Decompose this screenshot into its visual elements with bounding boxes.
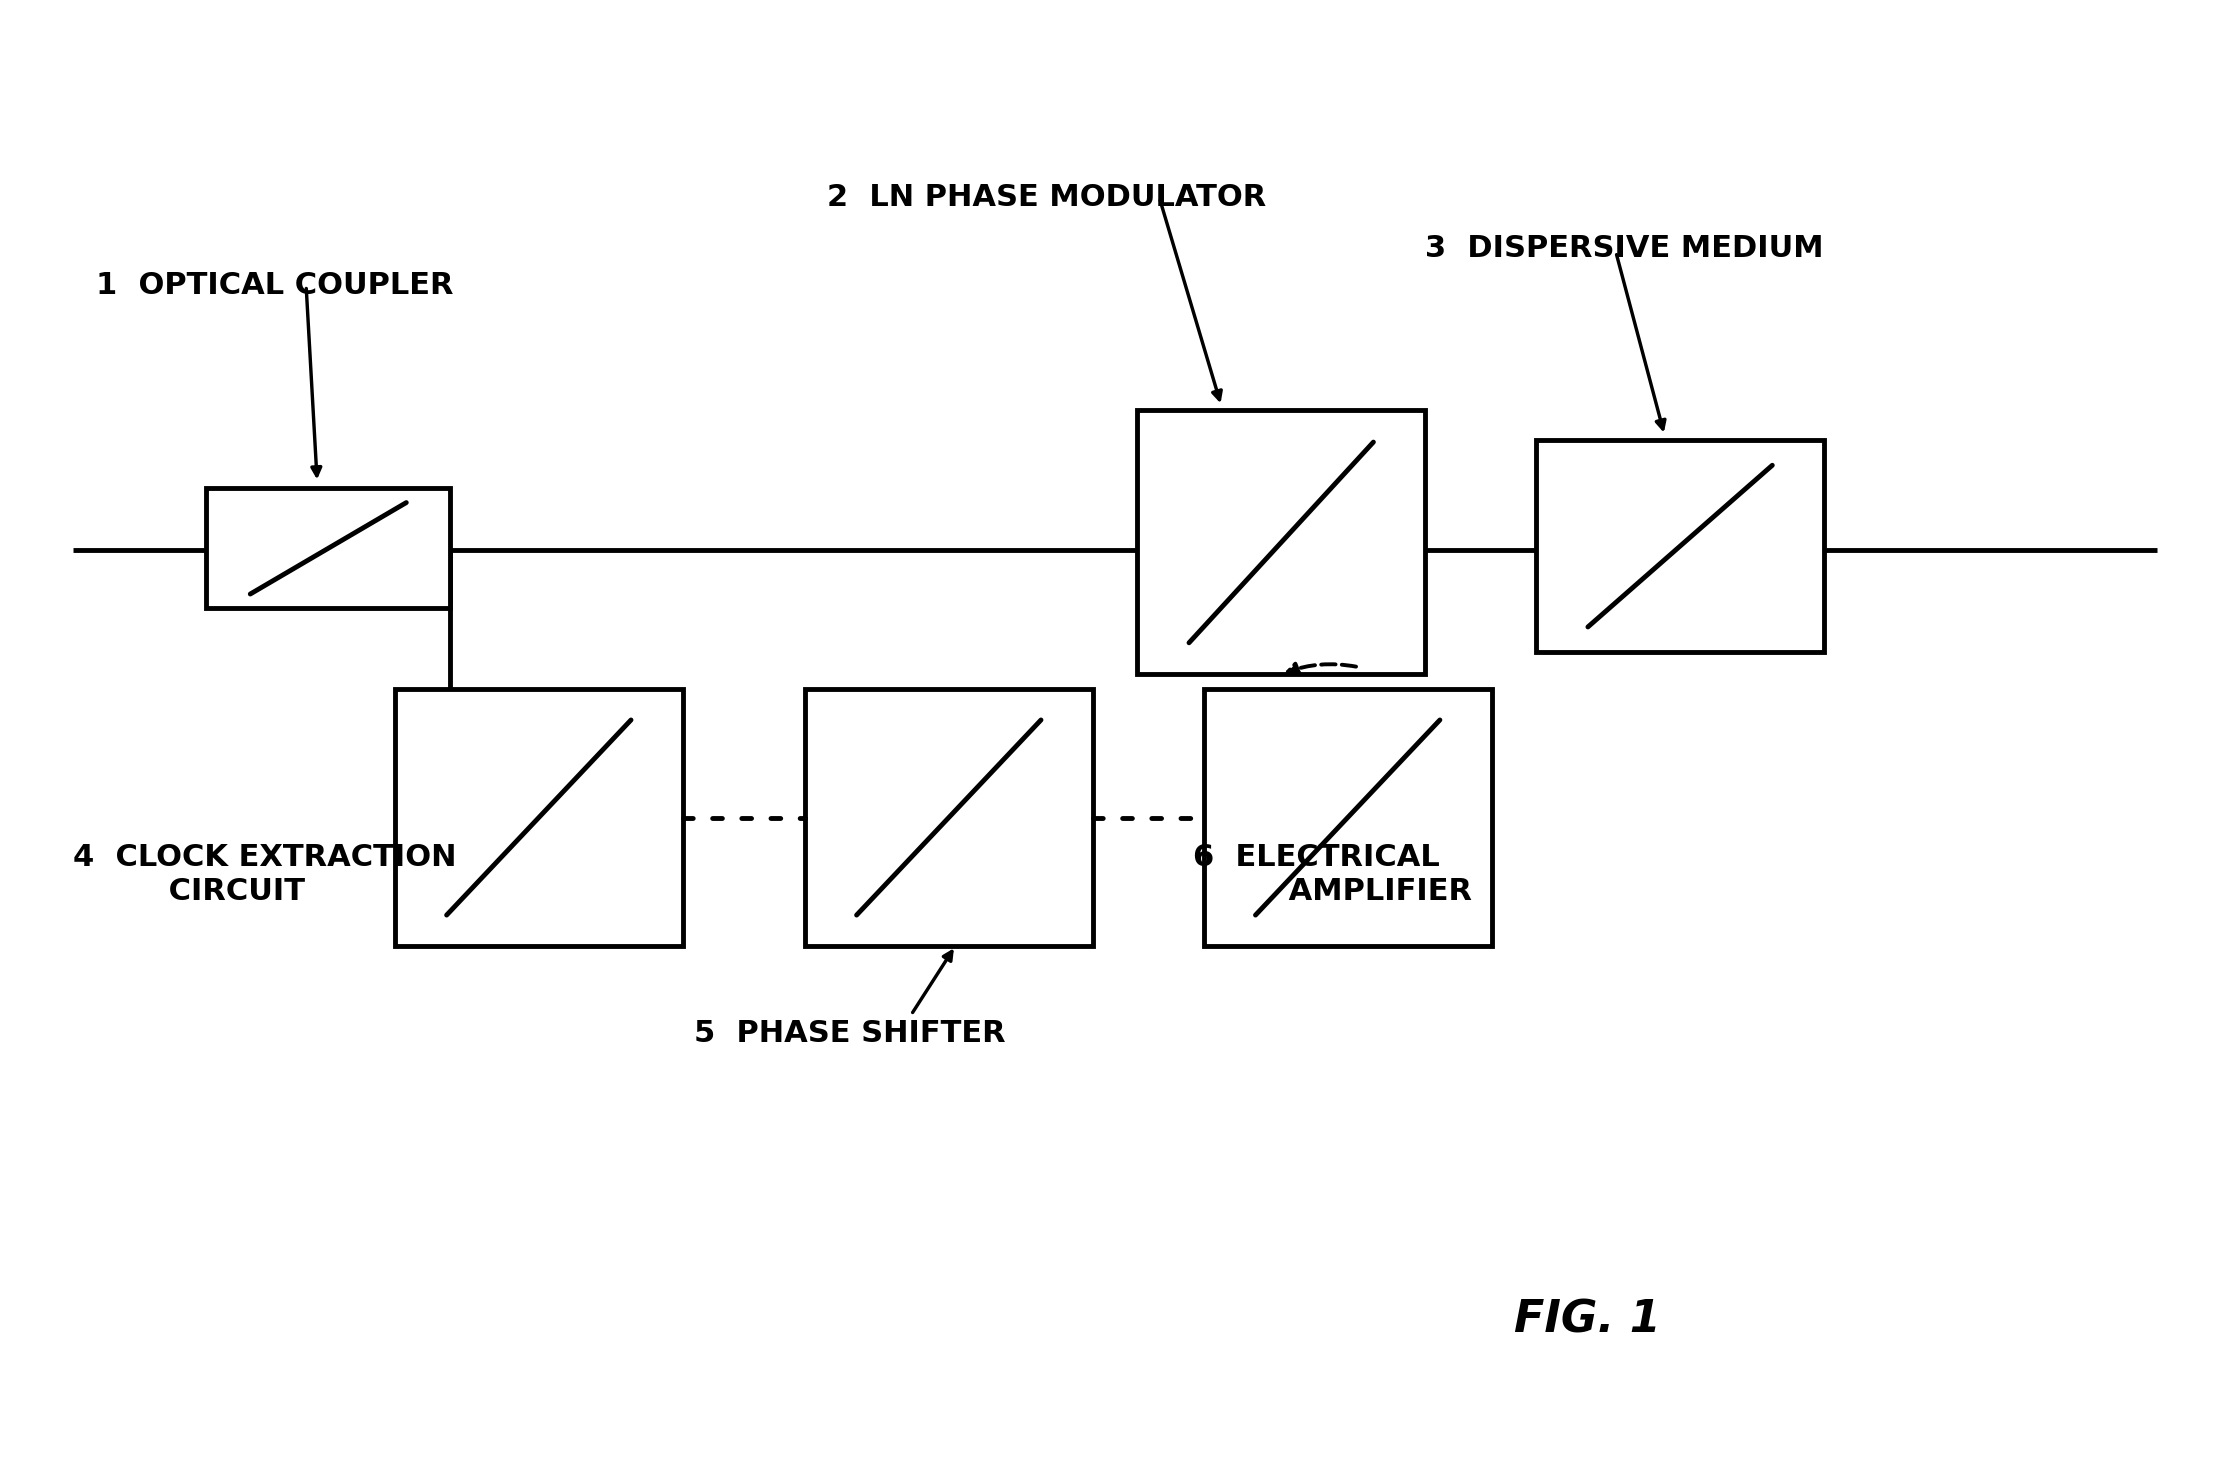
Bar bbox=[1137, 410, 1425, 674]
Bar bbox=[805, 689, 1093, 946]
Text: 1  OPTICAL COUPLER: 1 OPTICAL COUPLER bbox=[96, 271, 453, 301]
Text: 2  LN PHASE MODULATOR: 2 LN PHASE MODULATOR bbox=[827, 184, 1267, 212]
Bar bbox=[395, 689, 682, 946]
Text: FIG. 1: FIG. 1 bbox=[1514, 1297, 1661, 1340]
Text: 3  DISPERSIVE MEDIUM: 3 DISPERSIVE MEDIUM bbox=[1425, 234, 1824, 264]
Bar bbox=[1536, 440, 1824, 653]
Text: 4  CLOCK EXTRACTION
         CIRCUIT: 4 CLOCK EXTRACTION CIRCUIT bbox=[74, 843, 457, 906]
Text: 5  PHASE SHIFTER: 5 PHASE SHIFTER bbox=[694, 1019, 1006, 1049]
Text: 6  ELECTRICAL
         AMPLIFIER: 6 ELECTRICAL AMPLIFIER bbox=[1193, 843, 1472, 906]
Bar bbox=[207, 489, 450, 609]
Bar bbox=[1204, 689, 1492, 946]
